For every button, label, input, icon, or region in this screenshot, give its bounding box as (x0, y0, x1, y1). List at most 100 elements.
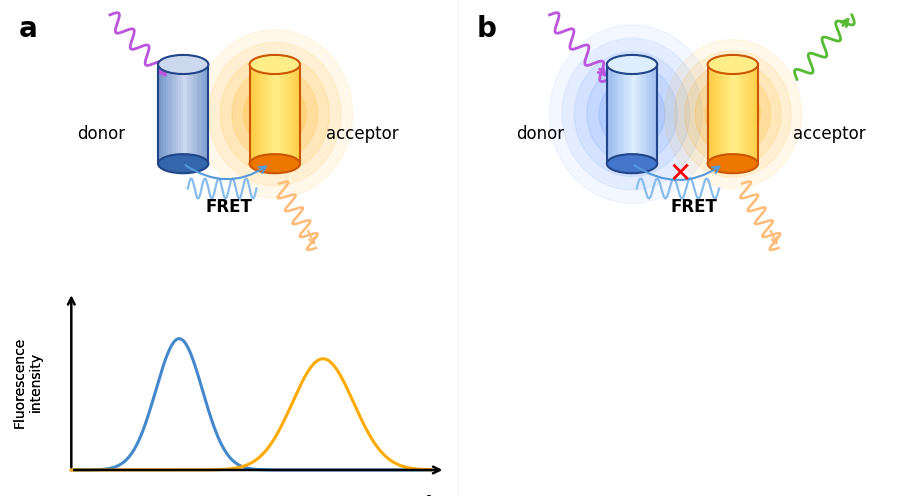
Bar (278, 64, 279, 164)
Bar (737, 64, 740, 164)
Circle shape (705, 84, 760, 144)
Ellipse shape (606, 55, 658, 74)
Bar (632, 64, 635, 164)
Bar (606, 64, 658, 164)
Bar (176, 64, 178, 164)
Bar (163, 64, 166, 164)
Bar (158, 64, 160, 164)
Text: FRET: FRET (205, 198, 253, 216)
FancyArrowPatch shape (186, 165, 266, 179)
Bar (269, 64, 272, 164)
Bar (288, 64, 289, 164)
Bar (280, 64, 282, 164)
Bar (178, 64, 180, 164)
Bar (647, 64, 649, 164)
Bar (292, 64, 295, 164)
Text: Fluorescence
intensity: Fluorescence intensity (13, 336, 43, 428)
Ellipse shape (249, 154, 300, 173)
Bar (730, 64, 733, 164)
Circle shape (586, 65, 677, 163)
Circle shape (695, 73, 770, 155)
Bar (715, 64, 717, 164)
Bar (262, 64, 265, 164)
Bar (649, 64, 652, 164)
Bar (249, 64, 252, 164)
Bar (252, 64, 255, 164)
Circle shape (220, 55, 330, 173)
Bar (637, 64, 639, 164)
Bar (267, 64, 269, 164)
Bar (707, 64, 758, 164)
Bar (629, 64, 632, 164)
Bar (282, 64, 285, 164)
Bar (255, 64, 257, 164)
Bar (612, 64, 615, 164)
Text: donor: donor (77, 125, 125, 143)
Bar (180, 64, 183, 164)
Bar (707, 64, 710, 164)
Text: donor: donor (517, 125, 564, 143)
Bar (193, 64, 196, 164)
Bar (257, 64, 259, 164)
Circle shape (197, 30, 353, 198)
Bar (743, 64, 746, 164)
Circle shape (232, 67, 318, 161)
Bar (617, 64, 619, 164)
Text: b: b (476, 15, 496, 43)
Bar (736, 64, 737, 164)
Bar (740, 64, 743, 164)
Bar (720, 64, 723, 164)
Bar (619, 64, 622, 164)
Bar (733, 64, 736, 164)
Bar (265, 64, 267, 164)
Text: a: a (18, 15, 37, 43)
Circle shape (209, 42, 341, 186)
Text: λ: λ (424, 495, 435, 496)
Ellipse shape (249, 55, 300, 74)
Circle shape (562, 38, 702, 190)
Bar (249, 64, 300, 164)
Text: FRET: FRET (671, 198, 717, 216)
Bar (203, 64, 206, 164)
Bar (627, 64, 629, 164)
Bar (609, 64, 612, 164)
Bar (635, 64, 637, 164)
Bar (725, 64, 727, 164)
Bar (201, 64, 203, 164)
Ellipse shape (606, 154, 658, 173)
Bar (289, 64, 292, 164)
Bar (746, 64, 747, 164)
Circle shape (599, 78, 665, 150)
Bar (713, 64, 715, 164)
Bar (639, 64, 642, 164)
Bar (170, 64, 173, 164)
Bar (196, 64, 198, 164)
Bar (750, 64, 753, 164)
Bar (753, 64, 756, 164)
Bar (625, 64, 627, 164)
Bar (166, 64, 169, 164)
Bar (756, 64, 758, 164)
Circle shape (684, 62, 780, 166)
Bar (158, 64, 209, 164)
Ellipse shape (158, 55, 209, 74)
Bar (642, 64, 645, 164)
Bar (169, 64, 170, 164)
Circle shape (550, 25, 714, 203)
Ellipse shape (707, 55, 758, 74)
FancyArrowPatch shape (635, 165, 719, 180)
Bar (186, 64, 189, 164)
Bar (295, 64, 298, 164)
Text: ✕: ✕ (669, 160, 692, 187)
Ellipse shape (158, 154, 209, 173)
Bar (160, 64, 163, 164)
Bar (285, 64, 288, 164)
Bar (189, 64, 191, 164)
Bar (615, 64, 617, 164)
Bar (727, 64, 730, 164)
Bar (655, 64, 658, 164)
Text: acceptor: acceptor (325, 125, 398, 143)
Bar (206, 64, 209, 164)
Text: Fluorescence
intensity: Fluorescence intensity (13, 336, 43, 428)
Bar (275, 64, 278, 164)
